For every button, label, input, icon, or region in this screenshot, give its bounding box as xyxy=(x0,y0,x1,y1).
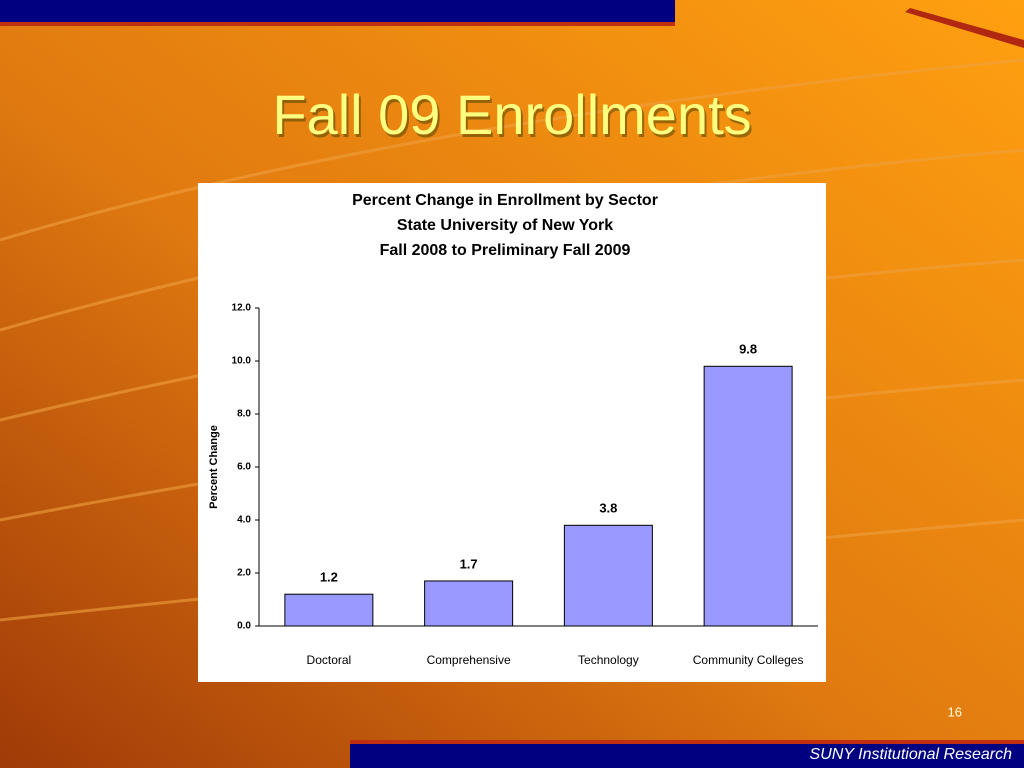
chart-subtitle: Fall 2008 to Preliminary Fall 2009 xyxy=(380,242,631,259)
y-axis-label: Percent Change xyxy=(208,425,220,509)
chart-title: Percent Change in Enrollment by Sector xyxy=(352,192,658,209)
title-shadow: Fall 09 Enrollments xyxy=(274,86,753,149)
footer: SUNY Institutional Research xyxy=(810,746,1013,763)
y-tick-label: 8.0 xyxy=(237,409,251,420)
slide-title: Fall 09 Enrollments xyxy=(272,83,751,146)
y-tick-label: 12.0 xyxy=(232,303,252,314)
data-label: 9.8 xyxy=(739,342,757,357)
bottom-bar-accent xyxy=(350,740,1024,744)
top-bar-accent xyxy=(0,22,675,26)
y-tick-label: 6.0 xyxy=(237,462,251,473)
bar xyxy=(703,365,793,627)
y-tick-label: 0.0 xyxy=(237,621,251,632)
x-tick-label: Community Colleges xyxy=(693,653,804,667)
data-label: 3.8 xyxy=(599,501,617,516)
bar xyxy=(284,593,374,627)
data-label: 1.2 xyxy=(320,570,338,585)
y-tick-label: 10.0 xyxy=(232,356,252,367)
x-tick-label: Comprehensive xyxy=(427,653,511,667)
chart-subtitle: State University of New York xyxy=(397,217,613,234)
data-label: 1.7 xyxy=(460,556,478,571)
bottom-bar xyxy=(350,744,1024,768)
page-number: 16 xyxy=(948,704,962,719)
x-tick-label: Technology xyxy=(578,653,639,667)
y-tick-label: 4.0 xyxy=(237,515,251,526)
top-stripe xyxy=(905,8,1024,48)
bar xyxy=(424,580,514,627)
x-tick-label: Doctoral xyxy=(307,653,352,667)
chart: Percent Change in Enrollment by Sector S… xyxy=(208,192,818,667)
bar xyxy=(563,524,653,627)
top-bar xyxy=(0,0,675,22)
y-tick-label: 2.0 xyxy=(237,568,251,579)
